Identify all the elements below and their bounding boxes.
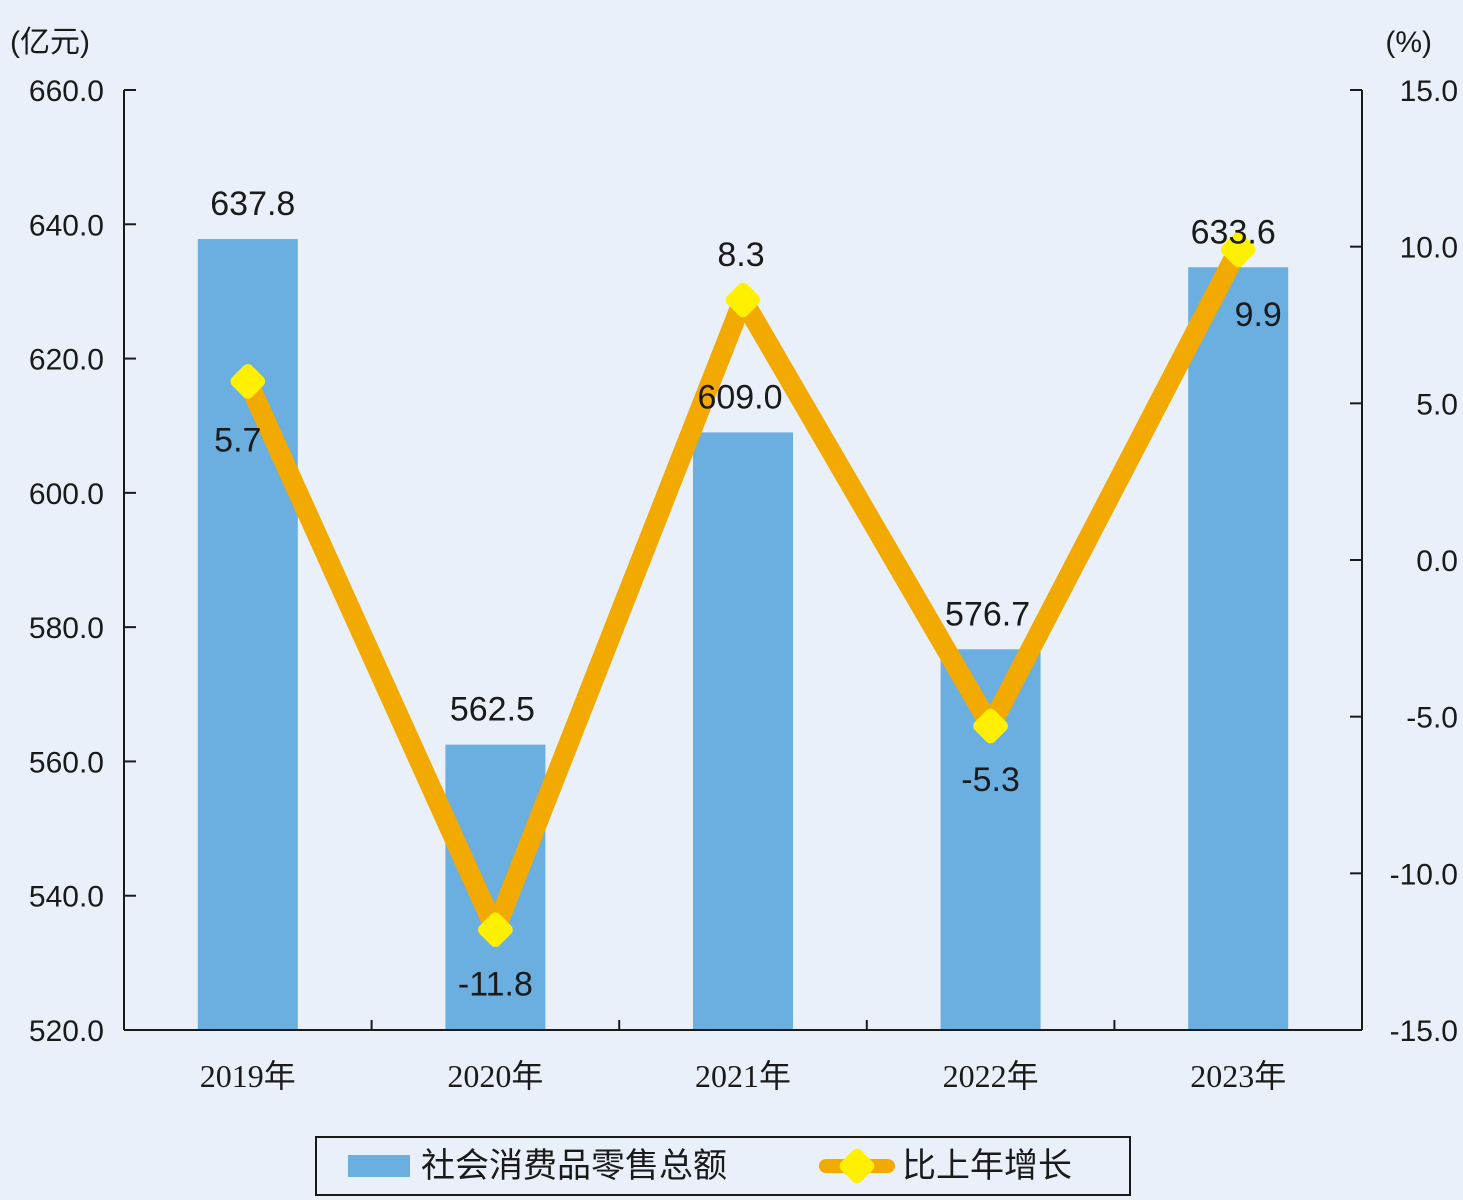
left-tick-label: 600.0	[29, 478, 104, 511]
bar-value-label: 609.0	[697, 378, 782, 416]
right-tick-label: 10.0	[1400, 232, 1458, 265]
left-tick-label: 640.0	[29, 209, 104, 242]
category-label: 2021年	[695, 1058, 791, 1094]
bar-4	[1188, 267, 1289, 1030]
left-tick-label: 560.0	[29, 746, 104, 779]
right-tick-label: -15.0	[1390, 1015, 1458, 1048]
bar-1	[445, 744, 546, 1030]
bar-2	[693, 432, 793, 1030]
growth-marker-4	[1220, 232, 1256, 268]
right-tick-label: 5.0	[1416, 388, 1458, 421]
legend-line-marker	[839, 1148, 875, 1184]
left-tick-label: 540.0	[29, 881, 104, 914]
legend-line-label: 比上年增长	[902, 1146, 1072, 1186]
left-tick-label: 620.0	[29, 344, 104, 377]
data-labels: 637.8 562.5 609.0 576.7 633.6 5.7 -11.8 8.3 -5.3…	[210, 185, 1282, 1004]
left-tick-label: 660.0	[29, 75, 104, 108]
growth-value-label: 8.3	[717, 236, 764, 274]
growth-value-label: 5.7	[214, 421, 261, 459]
category-label: 2022年	[943, 1058, 1039, 1094]
left-tick-label: 580.0	[29, 612, 104, 645]
legend-bar-swatch	[348, 1155, 410, 1177]
growth-marker-0	[230, 364, 266, 399]
bar-value-label: 562.5	[450, 691, 535, 729]
bar-0	[197, 239, 298, 1031]
left-axis-unit: (亿元)	[10, 26, 90, 59]
category-label: 2020年	[447, 1058, 543, 1094]
growth-marker-3	[973, 708, 1008, 744]
bar-value-label: 576.7	[945, 595, 1030, 633]
legend-bar-label: 社会消费品零售总额	[421, 1146, 727, 1186]
right-tick-label: 15.0	[1400, 75, 1458, 108]
growth-line-series	[230, 232, 1256, 948]
right-tick-label: -10.0	[1390, 858, 1458, 891]
right-tick-label: -5.0	[1406, 702, 1458, 735]
axes: 660.0 640.0 620.0 600.0 580.0 560.0 540.0 520.0…	[10, 26, 1458, 1094]
right-axis-unit: (%)	[1385, 26, 1432, 59]
growth-value-label: 9.9	[1235, 296, 1282, 334]
legend: 社会消费品零售总额 比上年增长	[315, 1136, 1131, 1196]
growth-marker-2	[725, 282, 761, 318]
left-tick-label: 520.0	[29, 1015, 104, 1048]
right-tick-label: 0.0	[1416, 545, 1458, 578]
growth-marker-1	[478, 912, 513, 948]
growth-value-label: -11.8	[458, 966, 533, 1004]
legend-box	[315, 1136, 1131, 1196]
growth-value-label: -5.3	[961, 761, 1020, 799]
category-label: 2023年	[1190, 1058, 1286, 1094]
bar-value-label: 633.6	[1191, 213, 1276, 251]
bar-value-label: 637.8	[210, 185, 295, 223]
category-label: 2019年	[200, 1058, 296, 1094]
